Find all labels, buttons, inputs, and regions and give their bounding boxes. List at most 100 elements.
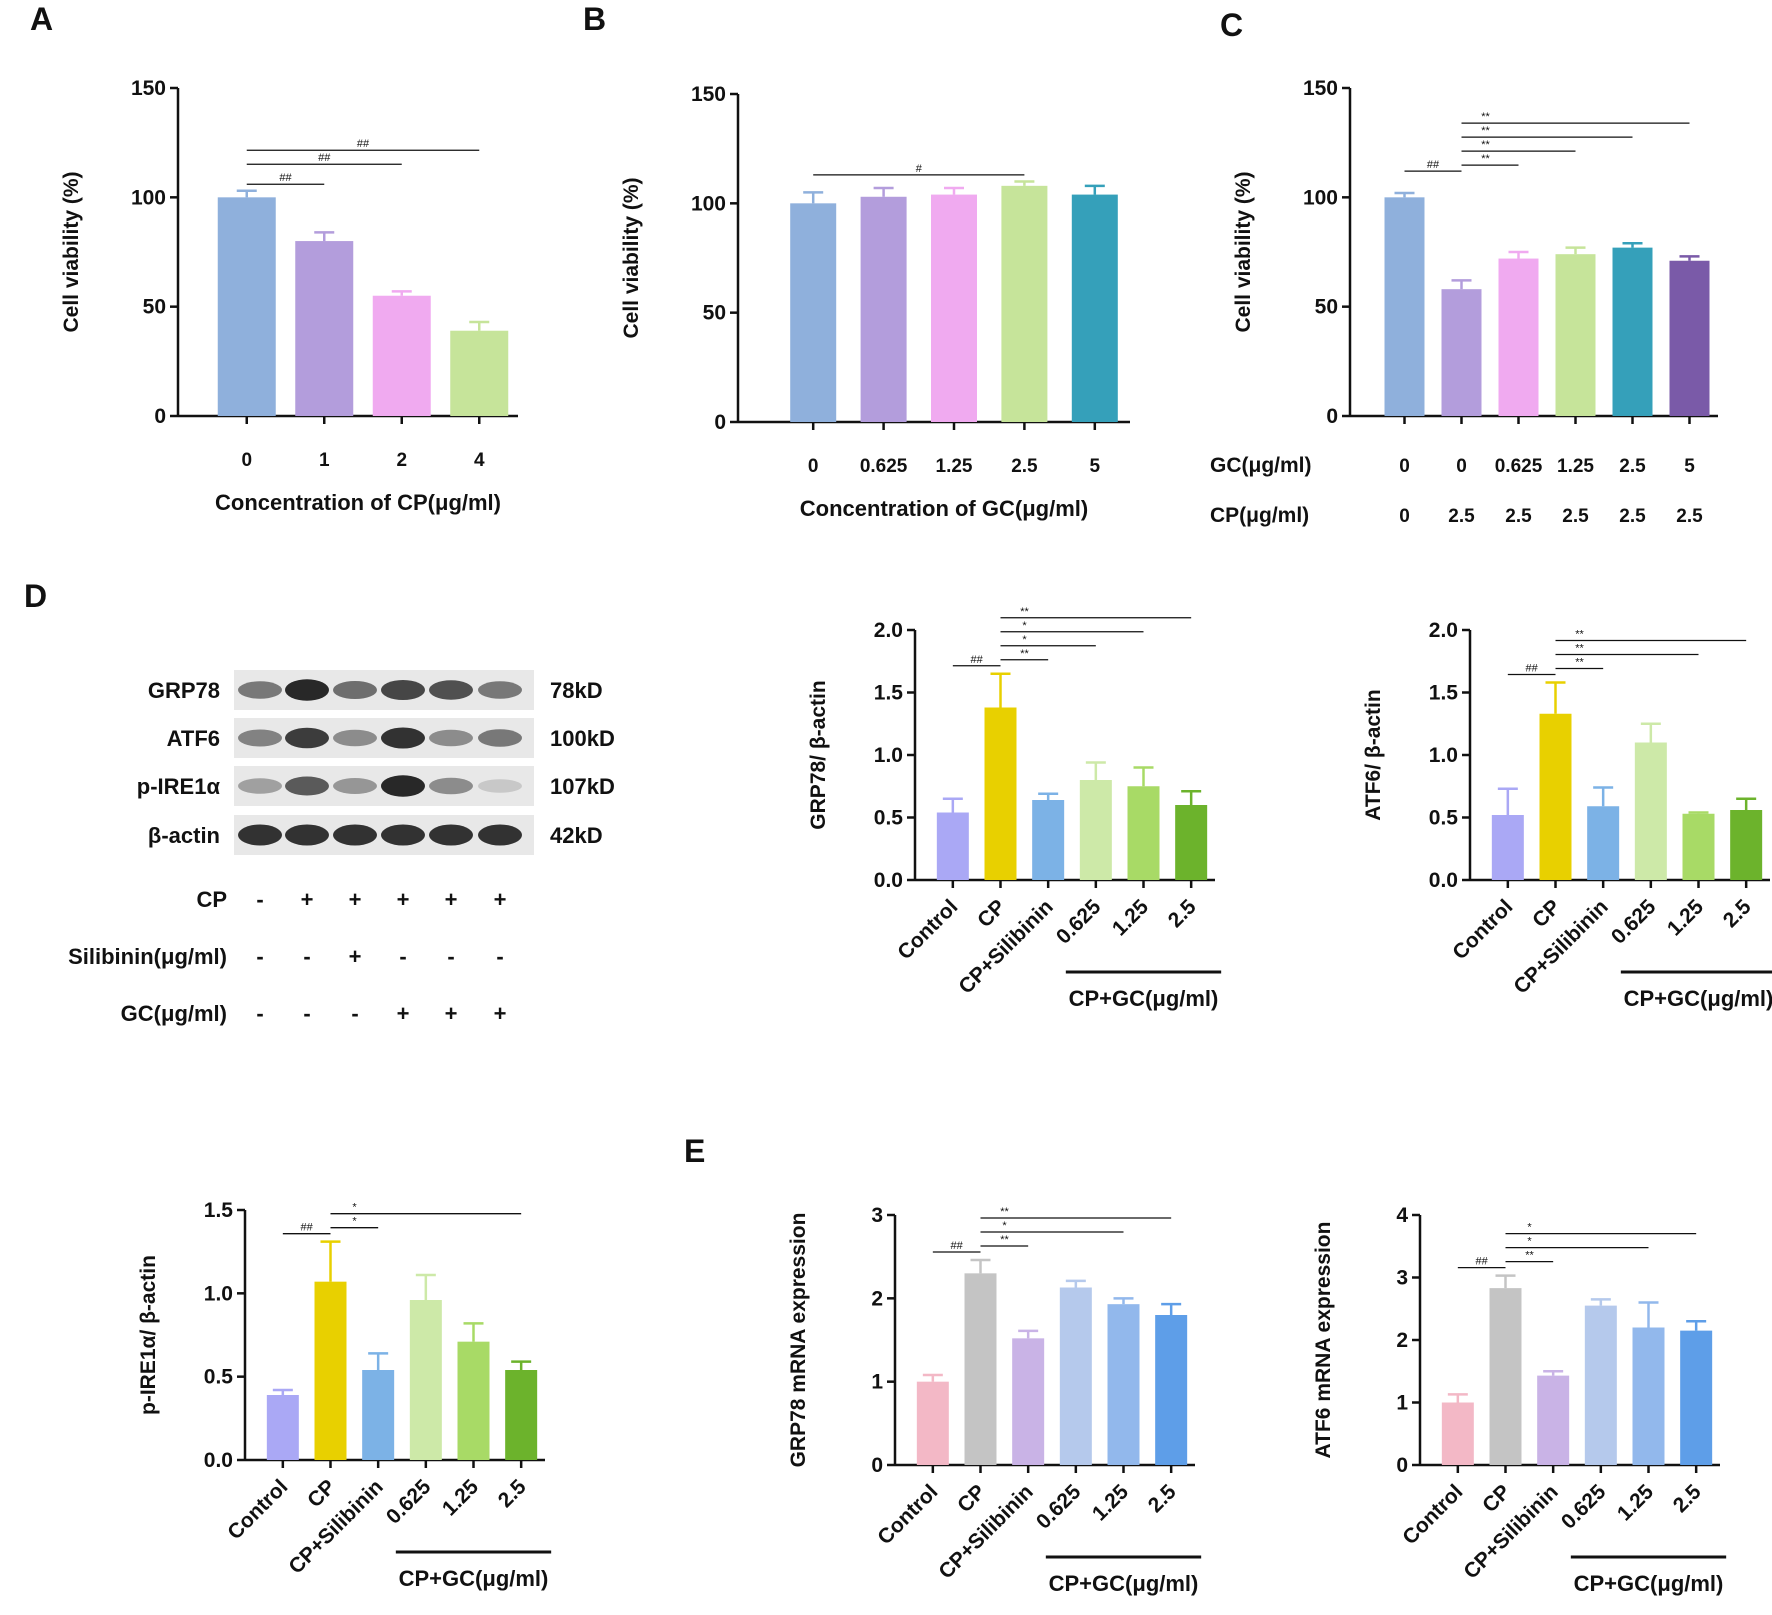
treatment-sign: - [303,1001,310,1026]
bar [964,1273,997,1465]
significance-label: ## [971,654,984,666]
y-tick-label: 0.0 [1429,869,1458,892]
treatment-sign: + [349,944,362,969]
bar [1634,742,1667,880]
x-tick-label: 1.25 [1108,895,1153,940]
x-tick-label: 0 [808,456,819,477]
x-tick-label: Control [1398,1480,1467,1549]
blot-band [478,824,522,846]
bar [450,330,509,416]
x-axis-label: Concentration of GC(μg/ml) [800,496,1088,521]
y-tick-label: 2.0 [874,619,903,642]
bar [1441,1402,1474,1465]
x-tick-label: 5 [1090,456,1101,477]
row-value: 2.5 [1676,506,1703,527]
bar [1537,1375,1570,1465]
x-tick-label: CP [1478,1480,1515,1517]
bar [1071,194,1118,422]
x-tick-label: 2.5 [1164,895,1201,932]
y-tick-label: 50 [143,296,166,319]
bar [1079,780,1112,880]
y-tick-label: 0 [714,411,726,434]
bar [1669,260,1710,416]
row-value: 2.5 [1505,506,1532,527]
x-tick-label: 4 [474,450,485,471]
row-value: 1.25 [1557,456,1594,477]
y-tick-label: 2.0 [1429,619,1458,642]
blot-band [429,680,473,700]
western-blot: GRP78 78kD ATF6 100kD p-IRE1α 107kD β-actin 42k… [68,670,615,1026]
row-value: 5 [1684,456,1695,477]
band-size: 78kD [550,678,603,703]
treatment-sign: - [496,944,503,969]
bar [916,1381,949,1465]
significance-label: ** [1575,643,1584,655]
significance-label: ** [1575,657,1584,669]
treatment-sign: + [301,887,314,912]
x-tick-label: 0.625 [382,1475,436,1529]
significance-label: * [352,1216,357,1228]
treatment-label: GC(μg/ml) [121,1001,227,1026]
treatment-sign: - [351,1001,358,1026]
y-axis-label: Cell viability (%) [60,171,83,332]
treatment-sign: + [494,1001,507,1026]
bar [936,812,969,880]
bar [295,241,354,416]
bar [1175,805,1208,880]
y-tick-label: 50 [1315,296,1338,319]
treatment-label: Silibinin(μg/ml) [68,944,227,969]
x-tick-label: 2.5 [1669,1480,1706,1517]
y-tick-label: 3 [1396,1267,1408,1290]
bar [1680,1330,1713,1465]
x-tick-label: Control [1448,895,1517,964]
treatment-sign: + [349,887,362,912]
y-tick-label: 100 [1303,186,1338,209]
bar [372,295,431,416]
x-tick-label: 1.25 [438,1475,483,1520]
y-tick-label: 2 [871,1287,883,1310]
bar [1730,810,1763,880]
group-label: CP+GC(μg/ml) [1624,986,1772,1011]
y-tick-label: 1.5 [1429,682,1459,705]
bar [1155,1315,1188,1465]
blot-band [333,824,377,846]
x-tick-label: CP [953,1480,990,1517]
blot-band [238,778,282,794]
bar [1612,247,1653,416]
blot-band [333,729,377,747]
group-label: CP+GC(μg/ml) [1049,1571,1199,1596]
chart-b: 0 50 100 150 Cell viability (%) 0 0.625 1.25 2.5… [620,83,1130,521]
significance-label: ** [1481,153,1490,165]
x-tick-label: 1.25 [1613,1480,1658,1525]
group-label: CP+GC(μg/ml) [1574,1571,1724,1596]
band-size: 42kD [550,823,603,848]
blot-band [238,729,282,747]
blot-band [381,680,425,700]
treatment-sign: + [445,1001,458,1026]
x-tick-label: Control [223,1475,292,1544]
band-name: β-actin [148,823,220,848]
row-value: 0 [1399,456,1410,477]
bar [1682,813,1715,880]
x-tick-label: CP [973,895,1010,932]
significance-label: ## [357,138,370,150]
y-axis-label: GRP78 mRNA expression [787,1213,810,1468]
blot-band [429,729,473,747]
bar [457,1341,490,1460]
blot-band [285,776,329,796]
y-tick-label: 150 [131,77,166,100]
significance-label: * [1527,1222,1532,1234]
significance-label: ## [318,152,331,164]
x-tick-label: Control [893,895,962,964]
row-label: CP(μg/ml) [1210,504,1309,527]
y-axis-label: Cell viability (%) [1232,171,1255,332]
significance-label: * [352,1202,357,1214]
y-tick-label: 0 [1326,405,1338,428]
blot-band [478,681,522,699]
y-tick-label: 1.5 [874,682,904,705]
significance-label: ** [1481,111,1490,123]
treatment-sign: - [256,887,263,912]
significance-label: ** [1481,139,1490,151]
row-value: 2.5 [1562,506,1589,527]
